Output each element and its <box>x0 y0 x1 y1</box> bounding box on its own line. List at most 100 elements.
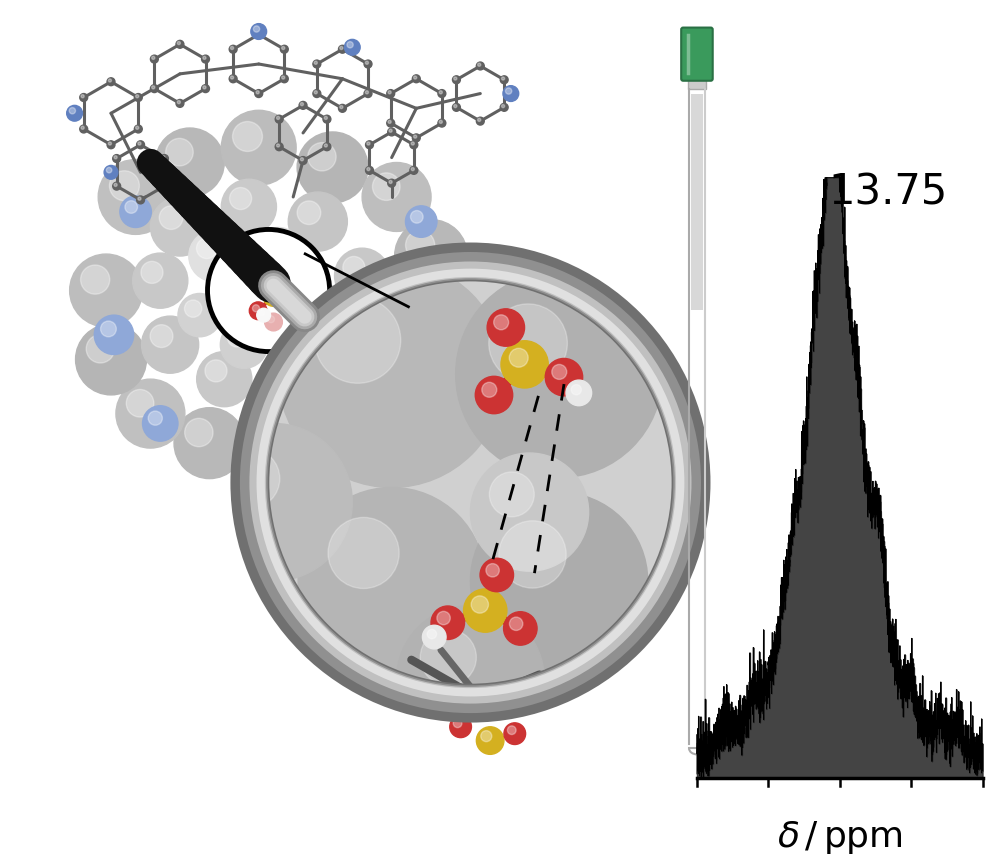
Circle shape <box>388 91 391 94</box>
Circle shape <box>255 30 263 39</box>
Circle shape <box>386 289 457 361</box>
Circle shape <box>470 493 648 670</box>
Circle shape <box>367 142 370 145</box>
Circle shape <box>81 265 110 294</box>
Circle shape <box>174 407 245 479</box>
Circle shape <box>109 171 139 201</box>
Circle shape <box>481 731 492 741</box>
Circle shape <box>412 134 420 142</box>
Circle shape <box>287 299 294 306</box>
Circle shape <box>126 389 154 417</box>
Circle shape <box>266 356 321 412</box>
Circle shape <box>450 716 471 738</box>
Circle shape <box>501 341 548 388</box>
Circle shape <box>288 192 347 251</box>
Circle shape <box>454 104 457 108</box>
Circle shape <box>328 518 399 589</box>
Circle shape <box>142 316 199 373</box>
Circle shape <box>545 358 583 396</box>
Circle shape <box>229 45 237 54</box>
Circle shape <box>438 119 446 127</box>
Circle shape <box>101 321 116 337</box>
Circle shape <box>113 182 121 190</box>
Circle shape <box>509 617 523 631</box>
Bar <box>688 79 706 89</box>
Circle shape <box>185 419 213 447</box>
Circle shape <box>113 154 121 162</box>
Circle shape <box>266 288 275 297</box>
Circle shape <box>372 365 400 393</box>
Circle shape <box>70 254 143 327</box>
Circle shape <box>389 129 392 132</box>
Circle shape <box>249 302 267 319</box>
Circle shape <box>160 182 168 190</box>
Circle shape <box>220 449 280 508</box>
Circle shape <box>340 47 343 49</box>
Circle shape <box>259 310 264 316</box>
Circle shape <box>274 365 296 387</box>
Circle shape <box>263 285 284 306</box>
Circle shape <box>143 406 178 441</box>
Circle shape <box>476 117 484 125</box>
Circle shape <box>427 629 437 639</box>
Circle shape <box>275 142 283 151</box>
Circle shape <box>476 727 504 754</box>
Circle shape <box>438 90 446 98</box>
Circle shape <box>475 376 513 413</box>
Circle shape <box>323 142 331 151</box>
Circle shape <box>162 183 165 186</box>
Circle shape <box>253 26 260 32</box>
Circle shape <box>502 104 505 108</box>
Circle shape <box>489 304 567 382</box>
Circle shape <box>159 205 183 230</box>
Circle shape <box>221 180 276 235</box>
Circle shape <box>411 211 423 224</box>
Circle shape <box>464 589 507 633</box>
Circle shape <box>220 321 268 369</box>
Text: $\delta\,/\,\mathrm{ppm}$: $\delta\,/\,\mathrm{ppm}$ <box>777 819 903 856</box>
Circle shape <box>125 201 138 213</box>
Circle shape <box>321 407 351 437</box>
Circle shape <box>282 76 285 79</box>
Circle shape <box>137 141 144 148</box>
Circle shape <box>364 90 372 98</box>
Circle shape <box>366 167 373 174</box>
Circle shape <box>280 75 288 83</box>
Circle shape <box>264 276 677 690</box>
Circle shape <box>227 328 246 347</box>
Circle shape <box>396 300 425 329</box>
Circle shape <box>366 141 373 148</box>
Circle shape <box>255 268 273 285</box>
Circle shape <box>276 144 280 147</box>
Circle shape <box>233 122 262 152</box>
Circle shape <box>250 312 266 327</box>
Circle shape <box>160 154 168 162</box>
Circle shape <box>410 141 418 148</box>
Circle shape <box>395 219 468 293</box>
Circle shape <box>471 595 488 614</box>
Circle shape <box>489 472 534 517</box>
Circle shape <box>94 315 134 355</box>
Circle shape <box>507 726 516 734</box>
Circle shape <box>335 249 390 303</box>
Circle shape <box>208 230 330 351</box>
Circle shape <box>414 135 417 138</box>
FancyBboxPatch shape <box>681 28 713 81</box>
Circle shape <box>276 117 280 119</box>
Circle shape <box>494 315 509 330</box>
Circle shape <box>388 128 396 135</box>
Circle shape <box>184 300 202 318</box>
Circle shape <box>437 611 450 625</box>
Circle shape <box>203 85 206 89</box>
Circle shape <box>439 120 442 123</box>
Circle shape <box>315 297 401 383</box>
Circle shape <box>148 411 162 425</box>
Circle shape <box>300 158 304 161</box>
Circle shape <box>256 32 259 35</box>
Circle shape <box>114 183 117 186</box>
Circle shape <box>81 95 84 98</box>
Circle shape <box>217 268 237 288</box>
Circle shape <box>502 77 505 80</box>
Circle shape <box>106 167 112 173</box>
Circle shape <box>81 126 84 129</box>
